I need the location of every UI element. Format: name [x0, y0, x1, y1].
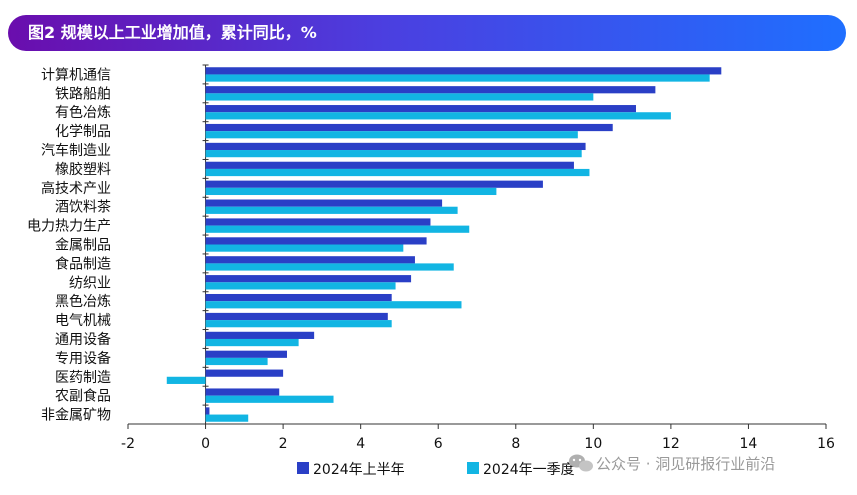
category-label: 黑色冶炼	[55, 293, 111, 310]
bar-series-1	[205, 86, 656, 94]
watermark-text: 公众号 · 洞见研报行业前沿	[596, 455, 775, 473]
bar-series-2	[205, 320, 392, 328]
watermark: 公众号 · 洞见研报行业前沿	[569, 454, 775, 473]
chart-title-banner: 图2 规模以上工业增加值，累计同比，%	[8, 15, 846, 51]
chart-legend: 2024年上半年 2024年一季度	[297, 462, 575, 478]
category-label: 铁路船舶	[55, 86, 111, 102]
bar-series-2	[205, 395, 334, 403]
x-tick-label: 14	[740, 436, 758, 452]
category-label: 非金属矿物	[41, 408, 111, 424]
bar-series-1	[205, 237, 427, 245]
category-label: 医药制造	[55, 370, 111, 386]
category-label: 农副食品	[55, 388, 111, 405]
bar-series-1	[205, 142, 586, 151]
category-label: 金属制品	[55, 238, 111, 254]
bar-series-2	[166, 376, 206, 384]
bar-series-2	[205, 206, 458, 214]
x-tick-label: 2	[279, 436, 288, 452]
bar-series-2	[205, 74, 710, 82]
category-labels: 计算机通信铁路船舶有色冶炼化学制品汽车制造业橡胶塑料高技术产业酒饮料茶电力热力生…	[27, 67, 111, 423]
bar-series-1	[205, 407, 210, 415]
bar-series-1	[205, 218, 431, 226]
category-label: 通用设备	[55, 331, 111, 348]
bar-series-2	[205, 150, 582, 158]
bar-series-2	[205, 357, 268, 366]
bar-series-1	[205, 123, 613, 132]
chart-title: 图2 规模以上工业增加值，累计同比，%	[28, 23, 317, 42]
bar-series-1	[205, 67, 722, 75]
bar-series-2	[205, 93, 594, 101]
x-tick-label: 16	[817, 436, 835, 452]
legend-swatch-series-2	[467, 462, 479, 474]
x-tick-label: -2	[121, 436, 135, 452]
bar-series-1	[205, 293, 392, 302]
x-tick-label: 8	[511, 436, 520, 452]
bar-series-2	[205, 131, 578, 139]
x-tick-label: 6	[434, 436, 443, 452]
category-label: 化学制品	[55, 124, 111, 140]
bar-series-2	[205, 244, 404, 252]
bar-series-1	[205, 275, 412, 283]
bar-series-2	[205, 282, 396, 290]
bar-series-1	[205, 331, 315, 339]
wechat-icon	[569, 454, 593, 472]
x-tick-label: 4	[356, 436, 365, 452]
category-label: 汽车制造业	[41, 142, 111, 159]
bar-series-2	[205, 225, 470, 233]
bar-series-1	[205, 369, 284, 377]
bar-series-2	[205, 414, 249, 422]
bar-series-2	[205, 168, 590, 177]
legend-label-series-2: 2024年一季度	[483, 462, 575, 478]
bar-series-1	[205, 105, 636, 113]
category-label: 高技术产业	[41, 180, 111, 197]
category-label: 食品制造	[55, 255, 111, 272]
category-label: 纺织业	[69, 275, 111, 291]
bar-series-2	[205, 112, 671, 120]
category-label: 有色冶炼	[55, 104, 111, 121]
bar-series-2	[205, 301, 462, 309]
x-tick-label: 10	[584, 436, 602, 452]
category-label: 橡胶塑料	[55, 161, 111, 178]
x-tick-label: 0	[201, 436, 210, 452]
legend-label-series-1: 2024年上半年	[313, 462, 405, 478]
legend-swatch-series-1	[297, 462, 309, 474]
bar-series-1	[205, 256, 415, 264]
x-tick-label: 12	[662, 436, 680, 452]
category-label: 酒饮料茶	[55, 200, 111, 216]
category-label: 专用设备	[55, 350, 111, 367]
bar-series-2	[205, 263, 454, 271]
bar-series-1	[205, 388, 280, 396]
category-label: 计算机通信	[41, 67, 111, 83]
bar-series-2	[205, 187, 497, 196]
chart-bars	[166, 67, 722, 422]
bar-series-2	[205, 338, 299, 347]
bar-series-1	[205, 199, 443, 207]
bar-series-1	[205, 180, 543, 188]
bar-series-1	[205, 312, 388, 321]
x-tick-labels: -2 0 2 4 6 8 10 12 14 16	[121, 436, 835, 452]
bar-series-1	[205, 161, 574, 169]
category-label: 电气机械	[55, 313, 111, 329]
bar-series-1	[205, 350, 287, 358]
category-label: 电力热力生产	[27, 219, 111, 235]
